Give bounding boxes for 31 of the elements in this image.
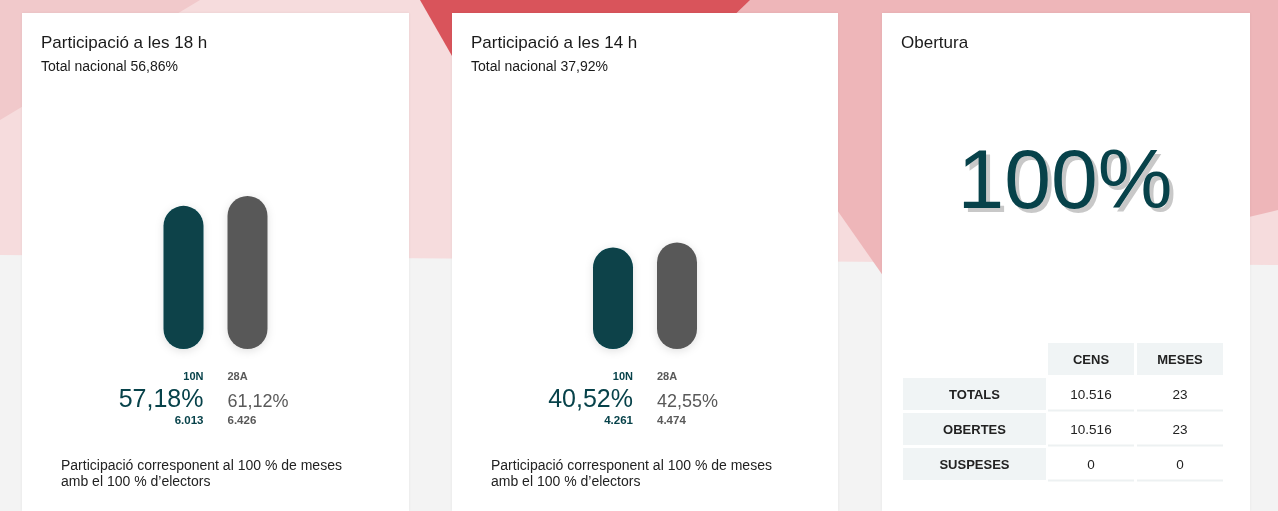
category-label: SUSPESES (939, 457, 1010, 472)
data-label: 0 (1176, 457, 1184, 472)
text: 6.426 (227, 414, 257, 426)
text: Participació corresponent al 100 % de meses amb el 100 % d’electors (491, 457, 772, 489)
x-tick-label: 28A (227, 370, 248, 382)
text: MESES (1157, 352, 1204, 367)
x-tick-label: 10N (612, 370, 634, 382)
text: Participació corresponent al 100 % de meses amb el 100 % d’electors (61, 457, 342, 489)
category-label: TOTALS (949, 387, 1001, 402)
chart-subtitle: Total nacional 37,92% (471, 58, 608, 74)
chart-title: Participació a les 18 h (41, 33, 208, 52)
text: 100% (957, 132, 1173, 226)
text: 4.474 (657, 414, 687, 426)
data-label: 0 (1087, 457, 1095, 472)
text: 6.013 (174, 414, 204, 426)
data-label: 40,52% (548, 384, 633, 412)
x-tick-label: 10N (183, 370, 204, 382)
text: 4.261 (604, 414, 634, 426)
category-label: OBERTES (943, 422, 1007, 437)
series-label: CENS (1072, 352, 1110, 367)
data-label: 57,18% (118, 384, 204, 412)
chart-subtitle: Total nacional 56,86% (41, 58, 178, 74)
data-label: 10.516 (1070, 387, 1112, 402)
data-label: 42,55% (657, 391, 719, 411)
text: Obertura (901, 33, 969, 52)
x-tick-label: 28A (657, 370, 678, 382)
data-label: 61,12% (227, 391, 289, 411)
chart-title: Participació a les 14 h (471, 33, 638, 52)
data-label: 23 (1172, 387, 1188, 402)
data-label: 10.516 (1070, 422, 1112, 437)
data-label: 23 (1172, 422, 1188, 437)
